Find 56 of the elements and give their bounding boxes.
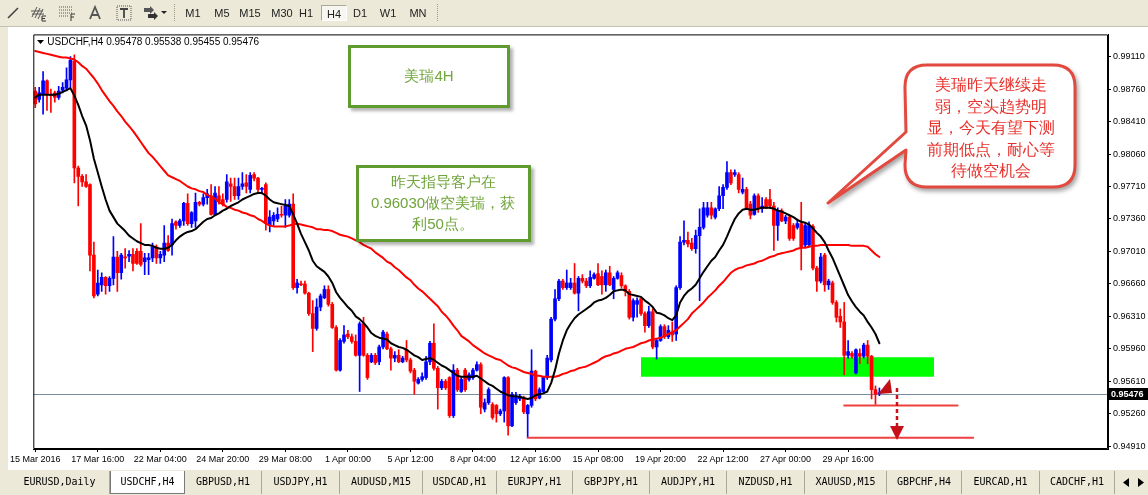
text: GBPCHF,H4 xyxy=(887,471,962,494)
text: XAUUSD,M15 xyxy=(805,471,887,494)
text: M1 xyxy=(184,6,202,21)
x-tick-label: 27 Apr 00:00 xyxy=(760,453,812,464)
x-tick-label: 5 Apr 12:00 xyxy=(387,453,434,464)
x-tick-label: 15 Mar 2016 xyxy=(9,453,61,464)
text: MN xyxy=(408,6,428,21)
text: H1 xyxy=(297,6,315,21)
text: H4 xyxy=(321,5,347,21)
y-tick-label: 0.96660 xyxy=(1113,278,1146,289)
text: NZDUSD,H1 xyxy=(727,471,805,494)
y-tick-label: 0.97360 xyxy=(1113,213,1146,224)
text: EURCAD,H1 xyxy=(962,471,1040,494)
y-tick-label: 0.97710 xyxy=(1113,181,1146,191)
annotation: 昨天指导客户在0.96030做空美瑞，获利50点。 xyxy=(369,172,517,234)
text: M5 xyxy=(213,6,231,21)
text: AUDUSD,M15 xyxy=(340,471,423,494)
y-tick-label: 0.98760 xyxy=(1113,83,1146,94)
y-tick-label: 0.98410 xyxy=(1113,116,1146,127)
ref-line-label: 0.95476 xyxy=(1111,388,1144,399)
text: GBPJPY,H1 xyxy=(573,471,650,494)
note-box: 美瑞4H xyxy=(348,45,510,108)
y-tick-label: 0.96310 xyxy=(1113,310,1146,321)
text: EURJPY,H1 xyxy=(497,471,573,494)
y-tick-label: 0.95610 xyxy=(1113,375,1146,386)
x-tick-label: 15 Apr 08:00 xyxy=(572,453,624,464)
y-tick-label: 0.95260 xyxy=(1113,408,1146,419)
x-tick-label: 12 Apr 16:00 xyxy=(509,453,562,464)
y-tick-label: 0.99110 xyxy=(1113,51,1145,62)
note-box: 昨天指导客户在0.96030做空美瑞，获利50点。 xyxy=(356,165,531,242)
y-tick-label: 0.98060 xyxy=(1113,148,1146,159)
text: USDCAD,H1 xyxy=(423,471,497,494)
x-tick-label: 29 Apr 16:00 xyxy=(822,453,874,464)
x-tick-label: 1 Apr 00:00 xyxy=(324,453,371,464)
x-tick-label: 19 Apr 20:00 xyxy=(635,453,687,464)
text: M30 xyxy=(270,6,294,21)
text: CADCHF,H1 xyxy=(1040,471,1115,494)
annotation: 美瑞昨天继续走弱，空头趋势明显，今天有望下测前期低点，耐心等待做空机会 xyxy=(926,75,1056,181)
y-tick-label: 0.94910 xyxy=(1113,440,1146,451)
text: W1 xyxy=(378,6,398,21)
chart-title: USDCHF,H4 0.95478 0.95538 0.95455 0.95476 xyxy=(47,36,260,49)
x-tick-label: 8 Apr 04:00 xyxy=(449,453,496,464)
x-tick-label: 17 Mar 16:00 xyxy=(71,453,125,464)
text: AUDJPY,H1 xyxy=(650,471,727,494)
y-tick-label: 0.95960 xyxy=(1113,343,1146,354)
y-tick-label: 0.97010 xyxy=(1113,245,1146,256)
text: USDJPY,H1 xyxy=(262,471,340,494)
text: EURUSD,Daily xyxy=(10,471,110,494)
x-tick-label: 22 Mar 04:00 xyxy=(133,453,187,464)
text: D1 xyxy=(351,6,369,21)
x-tick-label: 24 Mar 20:00 xyxy=(196,453,250,464)
x-tick-label: 22 Apr 12:00 xyxy=(697,453,749,464)
annotation: 美瑞4H xyxy=(404,67,454,86)
x-tick-label: 29 Mar 08:00 xyxy=(258,453,312,464)
text: GBPUSD,H1 xyxy=(185,471,262,494)
text: M15 xyxy=(238,6,262,21)
